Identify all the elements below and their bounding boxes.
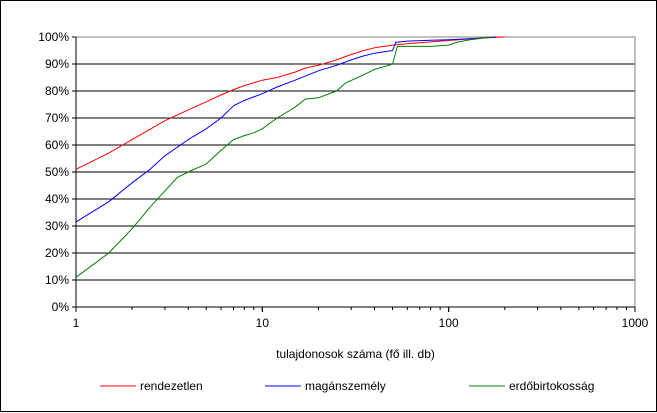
y-tick-label-40: 40% — [45, 192, 69, 206]
series-line-erdőbirtokosság — [75, 36, 492, 278]
y-tick-label-70: 70% — [45, 111, 69, 125]
x-axis-title: tulajdonosok száma (fő ill. db) — [276, 347, 435, 361]
legend-label-rendezetlen: rendezetlen — [140, 379, 203, 393]
x-tick-label-1: 1 — [73, 316, 80, 330]
series-line-magánszemély — [75, 36, 497, 223]
x-tick-label-1000: 1000 — [622, 316, 649, 330]
y-tick-label-20: 20% — [45, 246, 69, 260]
legend-label-erdőbirtokosság: erdőbirtokosság — [509, 379, 594, 393]
y-tick-label-80: 80% — [45, 84, 69, 98]
y-tick-label-10: 10% — [45, 273, 69, 287]
y-tick-label-100: 100% — [38, 30, 69, 44]
series-line-rendezetlen — [75, 36, 505, 170]
legend-label-magánszemély: magánszemély — [305, 379, 386, 393]
y-tick-label-50: 50% — [45, 165, 69, 179]
x-tick-label-100: 100 — [439, 316, 459, 330]
y-tick-label-90: 90% — [45, 57, 69, 71]
x-tick-label-10: 10 — [256, 316, 270, 330]
y-tick-label-0: 0% — [52, 300, 70, 314]
y-tick-label-60: 60% — [45, 138, 69, 152]
y-tick-label-30: 30% — [45, 219, 69, 233]
